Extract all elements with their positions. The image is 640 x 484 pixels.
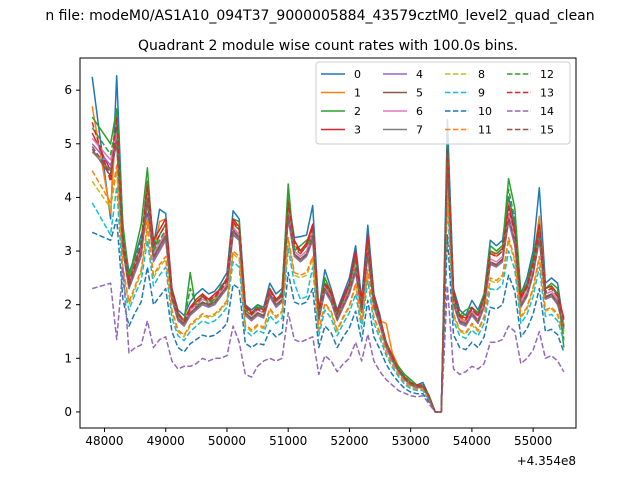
- plot-frame: [79, 57, 577, 429]
- y-tick-label: 3: [64, 244, 72, 258]
- legend-label-10: 10: [478, 105, 492, 118]
- legend-label-8: 8: [478, 68, 485, 81]
- y-tick-label: 1: [64, 351, 72, 365]
- legend-label-3: 3: [354, 124, 361, 137]
- y-tick-label: 4: [64, 190, 72, 204]
- x-axis: 48000 49000 50000 51000 52000 53000 54000 55000: [85, 428, 552, 448]
- x-tick-label: 48000: [85, 434, 123, 448]
- series-line-10: [91, 218, 565, 413]
- x-tick-label: 54000: [453, 434, 491, 448]
- y-tick-label: 6: [64, 83, 72, 97]
- legend-label-7: 7: [416, 124, 423, 137]
- legend-label-11: 11: [478, 124, 492, 137]
- x-tick-label: 53000: [392, 434, 430, 448]
- x-axis-offset-label: +4.354e8: [517, 454, 576, 468]
- y-tick-label: 2: [64, 298, 72, 312]
- legend-label-4: 4: [416, 68, 423, 81]
- y-tick-label: 0: [64, 405, 72, 419]
- chart-title: Quadrant 2 module wise count rates with …: [138, 38, 518, 54]
- legend-label-9: 9: [478, 87, 485, 100]
- legend-label-13: 13: [540, 87, 554, 100]
- series-layer: [91, 74, 565, 413]
- series-line-15: [91, 140, 565, 413]
- x-tick-label: 55000: [514, 434, 552, 448]
- x-tick-label: 51000: [269, 434, 307, 448]
- legend-label-12: 12: [540, 68, 554, 81]
- x-tick-label: 49000: [147, 434, 185, 448]
- series-line-13: [91, 116, 565, 413]
- legend-label-15: 15: [540, 124, 554, 137]
- legend-label-5: 5: [416, 87, 423, 100]
- y-axis: 0 1 2 3 4 5 6: [64, 83, 80, 419]
- legend-label-2: 2: [354, 105, 361, 118]
- y-tick-label: 5: [64, 137, 72, 151]
- x-tick-label: 50000: [208, 434, 246, 448]
- x-tick-label: 52000: [330, 434, 368, 448]
- legend-box: [315, 61, 571, 145]
- series-line-11: [91, 164, 565, 413]
- legend-label-14: 14: [540, 105, 554, 118]
- legend-label-0: 0: [354, 68, 361, 81]
- legend-label-1: 1: [354, 87, 361, 100]
- legend-label-6: 6: [416, 105, 423, 118]
- figure-suptitle: n file: modeM0/AS1A10_094T37_9000005884_…: [45, 8, 594, 24]
- series-line-14: [91, 266, 565, 413]
